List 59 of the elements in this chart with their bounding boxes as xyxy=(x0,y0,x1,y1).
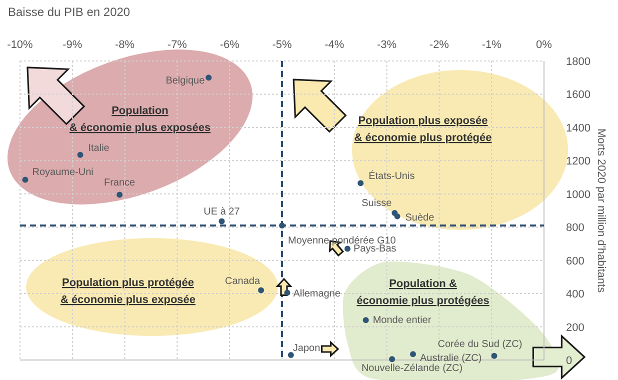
annotation: Population plus protégée & économie plus exposée xyxy=(60,277,196,306)
point xyxy=(491,352,498,359)
annotation: Canada xyxy=(225,276,260,288)
point xyxy=(218,218,225,224)
point xyxy=(288,352,294,358)
annotation: Allemagne xyxy=(293,288,341,300)
x-tick-label: -7% xyxy=(167,39,188,51)
annotation: Monde entier xyxy=(372,315,432,326)
point xyxy=(394,213,400,220)
x-tick-label: -8% xyxy=(115,39,135,51)
x-tick-label: -9% xyxy=(62,39,82,51)
point xyxy=(358,180,364,186)
y-tick-label: 1400 xyxy=(566,122,590,134)
point xyxy=(206,74,212,81)
annotation: Japon xyxy=(292,343,320,354)
y-axis-title: Morts 2020 par million d'habitants xyxy=(595,128,607,294)
annotation: UE à 27 xyxy=(204,206,240,218)
annotation: Nouvelle-Zélande (ZC) xyxy=(361,363,463,374)
y-tick-label: 0 xyxy=(566,355,572,367)
chart-title: Baisse du PIB en 2020 xyxy=(8,5,130,19)
x-tick-label: -1% xyxy=(482,39,502,51)
annotation: Corée du Sud (ZC) xyxy=(438,338,522,350)
annotation: Australie (ZC) xyxy=(420,353,482,364)
y-tick-label: 1200 xyxy=(566,156,590,168)
x-tick-label: -10% xyxy=(7,39,34,51)
point xyxy=(279,222,285,228)
annotation: Pays-Bas xyxy=(354,244,396,255)
point xyxy=(22,176,28,183)
y-tick-label: 800 xyxy=(566,222,584,234)
y-tick-label: 1800 xyxy=(566,56,590,68)
x-tick-label: -5% xyxy=(272,39,292,51)
annotation: Suède xyxy=(405,212,435,224)
x-tick-label: -3% xyxy=(377,39,397,51)
annotation: Italie xyxy=(88,142,110,154)
y-tick-label: 600 xyxy=(566,255,584,268)
annotation: Population & économie plus protégées xyxy=(356,278,490,307)
annotation: Royaume-Uni xyxy=(32,166,94,178)
annotation: États-Unis xyxy=(368,170,415,182)
annotation: Population & économie plus exposées xyxy=(69,105,211,134)
y-tick-label: 200 xyxy=(566,322,584,334)
point xyxy=(77,152,84,158)
annotation: Suisse xyxy=(362,198,392,209)
point xyxy=(344,246,350,252)
annotation: Belgique xyxy=(166,76,206,87)
point xyxy=(258,287,264,294)
y-tick-label: 1000 xyxy=(566,188,590,201)
y-tick-label: 1600 xyxy=(566,89,590,102)
point xyxy=(362,317,369,324)
point xyxy=(116,192,123,198)
y-tick-label: 400 xyxy=(566,288,584,301)
x-tick-label: -4% xyxy=(324,39,344,51)
point xyxy=(389,356,396,362)
point xyxy=(284,290,290,296)
x-tick-label: 0% xyxy=(536,39,552,51)
annotation: Population plus exposée & économie plus protégée xyxy=(354,115,492,144)
point xyxy=(410,351,416,358)
annotation: France xyxy=(104,178,136,189)
x-tick-label: -2% xyxy=(429,39,450,51)
x-tick-label: -6% xyxy=(220,39,240,51)
